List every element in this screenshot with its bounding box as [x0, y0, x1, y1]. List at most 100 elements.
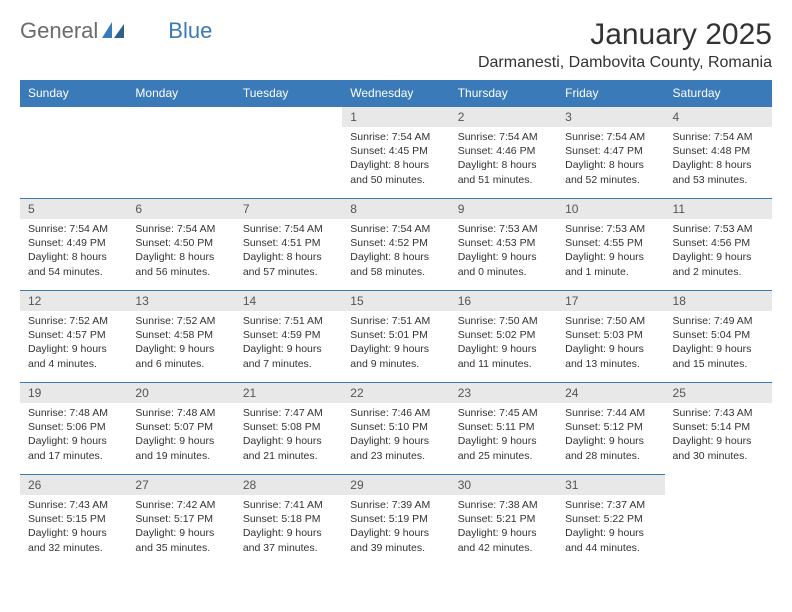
- day-number: 6: [127, 199, 234, 219]
- calendar-row: 26Sunrise: 7:43 AMSunset: 5:15 PMDayligh…: [20, 475, 772, 567]
- calendar-cell: 25Sunrise: 7:43 AMSunset: 5:14 PMDayligh…: [665, 383, 772, 475]
- day-number: 8: [342, 199, 449, 219]
- calendar-cell: 8Sunrise: 7:54 AMSunset: 4:52 PMDaylight…: [342, 199, 449, 291]
- calendar-cell: .: [127, 107, 234, 199]
- day-number: 7: [235, 199, 342, 219]
- day-number: 10: [557, 199, 664, 219]
- day-number: 9: [450, 199, 557, 219]
- calendar-cell: 22Sunrise: 7:46 AMSunset: 5:10 PMDayligh…: [342, 383, 449, 475]
- calendar-row: 19Sunrise: 7:48 AMSunset: 5:06 PMDayligh…: [20, 383, 772, 475]
- calendar-row: 5Sunrise: 7:54 AMSunset: 4:49 PMDaylight…: [20, 199, 772, 291]
- calendar-cell: 27Sunrise: 7:42 AMSunset: 5:17 PMDayligh…: [127, 475, 234, 567]
- calendar-cell: 5Sunrise: 7:54 AMSunset: 4:49 PMDaylight…: [20, 199, 127, 291]
- logo-word2: Blue: [168, 18, 212, 44]
- calendar-cell: .: [235, 107, 342, 199]
- day-number: 30: [450, 475, 557, 495]
- calendar-cell: 16Sunrise: 7:50 AMSunset: 5:02 PMDayligh…: [450, 291, 557, 383]
- calendar-cell: 10Sunrise: 7:53 AMSunset: 4:55 PMDayligh…: [557, 199, 664, 291]
- title-block: January 2025 Darmanesti, Dambovita Count…: [478, 18, 772, 72]
- calendar-cell: 13Sunrise: 7:52 AMSunset: 4:58 PMDayligh…: [127, 291, 234, 383]
- calendar-cell: 17Sunrise: 7:50 AMSunset: 5:03 PMDayligh…: [557, 291, 664, 383]
- day-number: 21: [235, 383, 342, 403]
- day-details: Sunrise: 7:53 AMSunset: 4:55 PMDaylight:…: [557, 219, 664, 282]
- day-details: Sunrise: 7:54 AMSunset: 4:46 PMDaylight:…: [450, 127, 557, 190]
- day-number: 15: [342, 291, 449, 311]
- day-details: Sunrise: 7:38 AMSunset: 5:21 PMDaylight:…: [450, 495, 557, 558]
- calendar-cell: 19Sunrise: 7:48 AMSunset: 5:06 PMDayligh…: [20, 383, 127, 475]
- calendar-cell: 21Sunrise: 7:47 AMSunset: 5:08 PMDayligh…: [235, 383, 342, 475]
- day-details: Sunrise: 7:48 AMSunset: 5:07 PMDaylight:…: [127, 403, 234, 466]
- day-details: Sunrise: 7:42 AMSunset: 5:17 PMDaylight:…: [127, 495, 234, 558]
- day-details: Sunrise: 7:50 AMSunset: 5:02 PMDaylight:…: [450, 311, 557, 374]
- day-number: 1: [342, 107, 449, 127]
- day-number: 23: [450, 383, 557, 403]
- day-number: 27: [127, 475, 234, 495]
- day-number: 22: [342, 383, 449, 403]
- day-details: Sunrise: 7:47 AMSunset: 5:08 PMDaylight:…: [235, 403, 342, 466]
- day-details: Sunrise: 7:54 AMSunset: 4:47 PMDaylight:…: [557, 127, 664, 190]
- day-number: 31: [557, 475, 664, 495]
- header: General Blue January 2025 Darmanesti, Da…: [20, 18, 772, 72]
- calendar-cell: 20Sunrise: 7:48 AMSunset: 5:07 PMDayligh…: [127, 383, 234, 475]
- calendar-cell: 23Sunrise: 7:45 AMSunset: 5:11 PMDayligh…: [450, 383, 557, 475]
- calendar-cell: .: [665, 475, 772, 567]
- day-details: Sunrise: 7:41 AMSunset: 5:18 PMDaylight:…: [235, 495, 342, 558]
- calendar-cell: .: [20, 107, 127, 199]
- logo-icon: [102, 20, 126, 43]
- calendar-cell: 7Sunrise: 7:54 AMSunset: 4:51 PMDaylight…: [235, 199, 342, 291]
- calendar-cell: 2Sunrise: 7:54 AMSunset: 4:46 PMDaylight…: [450, 107, 557, 199]
- day-number: 3: [557, 107, 664, 127]
- calendar-cell: 15Sunrise: 7:51 AMSunset: 5:01 PMDayligh…: [342, 291, 449, 383]
- day-details: Sunrise: 7:48 AMSunset: 5:06 PMDaylight:…: [20, 403, 127, 466]
- day-details: Sunrise: 7:51 AMSunset: 4:59 PMDaylight:…: [235, 311, 342, 374]
- day-details: Sunrise: 7:54 AMSunset: 4:52 PMDaylight:…: [342, 219, 449, 282]
- day-number: 25: [665, 383, 772, 403]
- day-number: 28: [235, 475, 342, 495]
- logo: General Blue: [20, 18, 212, 44]
- day-number: 26: [20, 475, 127, 495]
- day-details: Sunrise: 7:50 AMSunset: 5:03 PMDaylight:…: [557, 311, 664, 374]
- day-details: Sunrise: 7:54 AMSunset: 4:45 PMDaylight:…: [342, 127, 449, 190]
- weekday-header: Tuesday: [235, 80, 342, 107]
- day-number: 17: [557, 291, 664, 311]
- day-details: Sunrise: 7:39 AMSunset: 5:19 PMDaylight:…: [342, 495, 449, 558]
- day-details: Sunrise: 7:54 AMSunset: 4:50 PMDaylight:…: [127, 219, 234, 282]
- calendar-cell: 4Sunrise: 7:54 AMSunset: 4:48 PMDaylight…: [665, 107, 772, 199]
- weekday-header: Sunday: [20, 80, 127, 107]
- day-details: Sunrise: 7:54 AMSunset: 4:49 PMDaylight:…: [20, 219, 127, 282]
- day-number: 2: [450, 107, 557, 127]
- day-number: 14: [235, 291, 342, 311]
- day-number: 18: [665, 291, 772, 311]
- weekday-header: Saturday: [665, 80, 772, 107]
- day-details: Sunrise: 7:43 AMSunset: 5:15 PMDaylight:…: [20, 495, 127, 558]
- calendar-cell: 24Sunrise: 7:44 AMSunset: 5:12 PMDayligh…: [557, 383, 664, 475]
- calendar-cell: 31Sunrise: 7:37 AMSunset: 5:22 PMDayligh…: [557, 475, 664, 567]
- day-details: Sunrise: 7:45 AMSunset: 5:11 PMDaylight:…: [450, 403, 557, 466]
- calendar-cell: 1Sunrise: 7:54 AMSunset: 4:45 PMDaylight…: [342, 107, 449, 199]
- calendar-cell: 30Sunrise: 7:38 AMSunset: 5:21 PMDayligh…: [450, 475, 557, 567]
- calendar-row: 12Sunrise: 7:52 AMSunset: 4:57 PMDayligh…: [20, 291, 772, 383]
- day-details: Sunrise: 7:49 AMSunset: 5:04 PMDaylight:…: [665, 311, 772, 374]
- weekday-header: Monday: [127, 80, 234, 107]
- day-details: Sunrise: 7:43 AMSunset: 5:14 PMDaylight:…: [665, 403, 772, 466]
- calendar-cell: 29Sunrise: 7:39 AMSunset: 5:19 PMDayligh…: [342, 475, 449, 567]
- weekday-header: Wednesday: [342, 80, 449, 107]
- day-details: Sunrise: 7:53 AMSunset: 4:56 PMDaylight:…: [665, 219, 772, 282]
- day-details: Sunrise: 7:54 AMSunset: 4:48 PMDaylight:…: [665, 127, 772, 190]
- weekday-header: Thursday: [450, 80, 557, 107]
- day-number: 20: [127, 383, 234, 403]
- day-details: Sunrise: 7:51 AMSunset: 5:01 PMDaylight:…: [342, 311, 449, 374]
- day-number: 24: [557, 383, 664, 403]
- calendar-row: ...1Sunrise: 7:54 AMSunset: 4:45 PMDayli…: [20, 107, 772, 199]
- day-number: 13: [127, 291, 234, 311]
- day-number: 11: [665, 199, 772, 219]
- day-number: 29: [342, 475, 449, 495]
- calendar-cell: 11Sunrise: 7:53 AMSunset: 4:56 PMDayligh…: [665, 199, 772, 291]
- day-number: 12: [20, 291, 127, 311]
- day-number: 16: [450, 291, 557, 311]
- weekday-header: Friday: [557, 80, 664, 107]
- day-details: Sunrise: 7:54 AMSunset: 4:51 PMDaylight:…: [235, 219, 342, 282]
- day-details: Sunrise: 7:44 AMSunset: 5:12 PMDaylight:…: [557, 403, 664, 466]
- weekday-header-row: Sunday Monday Tuesday Wednesday Thursday…: [20, 80, 772, 107]
- day-number: 5: [20, 199, 127, 219]
